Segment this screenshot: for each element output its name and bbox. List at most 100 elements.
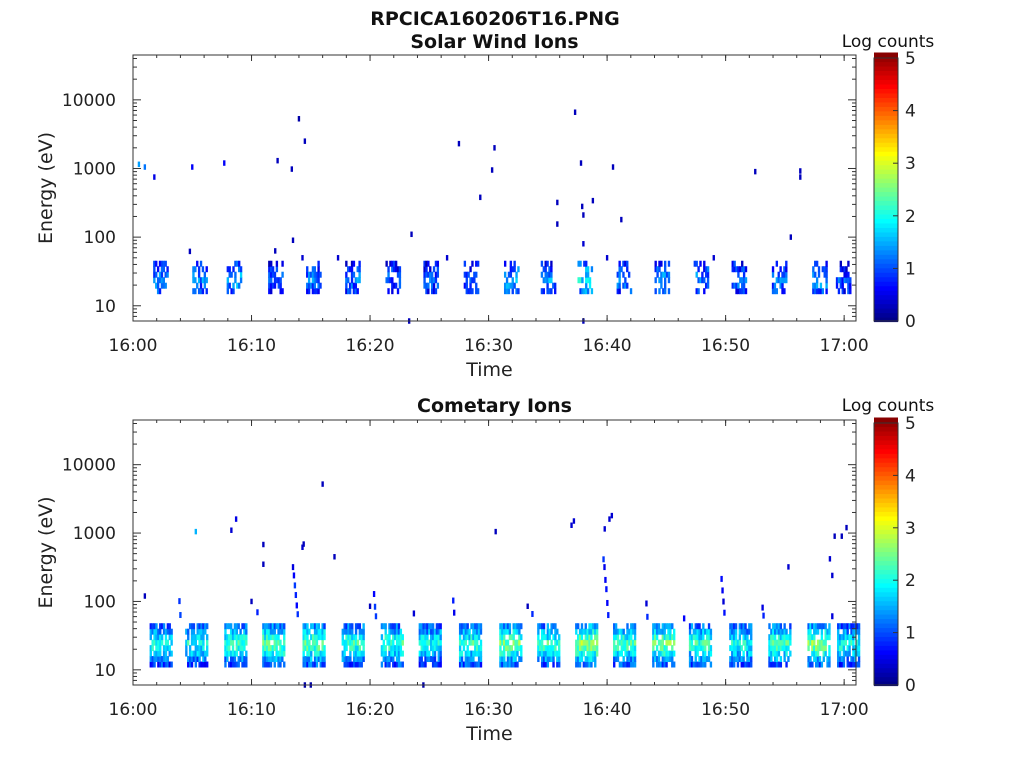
data-cell xyxy=(831,613,834,620)
data-cell xyxy=(155,634,158,641)
data-cell xyxy=(228,623,231,630)
data-cell xyxy=(432,277,436,284)
data-cell xyxy=(590,656,593,663)
data-cell xyxy=(696,661,699,668)
data-cell xyxy=(435,645,439,652)
data-cell xyxy=(159,634,162,641)
data-cell xyxy=(157,645,160,652)
data-cell xyxy=(811,623,814,630)
data-cell xyxy=(166,639,170,646)
data-cell xyxy=(270,288,273,295)
data-cell xyxy=(750,661,753,668)
data-cell xyxy=(347,639,350,646)
data-cell xyxy=(200,650,203,657)
data-cell xyxy=(750,645,753,652)
colorbar-segment xyxy=(874,272,898,278)
data-cell xyxy=(418,656,422,663)
data-cell xyxy=(439,650,442,657)
data-cell xyxy=(429,271,432,278)
data-cell xyxy=(578,634,582,641)
data-cell xyxy=(777,639,781,646)
data-cell xyxy=(267,650,271,657)
data-cell xyxy=(229,628,233,635)
data-cell xyxy=(158,271,162,278)
data-cell xyxy=(471,260,474,267)
colorbar-segment xyxy=(874,497,898,503)
data-cell xyxy=(503,645,506,652)
data-cell xyxy=(620,634,623,641)
data-cell xyxy=(356,661,360,668)
colorbar-segment xyxy=(874,430,898,436)
data-cell xyxy=(820,634,824,641)
data-cell xyxy=(542,628,546,635)
data-cell xyxy=(746,639,749,646)
data-cell xyxy=(844,628,847,635)
data-cell xyxy=(814,661,818,668)
data-cell xyxy=(837,650,840,657)
data-cell xyxy=(626,639,629,646)
data-cell xyxy=(606,599,609,606)
data-cell xyxy=(817,266,821,273)
data-cell xyxy=(420,650,423,657)
data-cell xyxy=(188,661,192,668)
data-cell xyxy=(705,639,709,646)
data-cell xyxy=(164,271,167,278)
data-cell xyxy=(277,634,280,641)
data-cell xyxy=(239,634,242,641)
data-cell xyxy=(345,645,348,652)
data-cell xyxy=(750,650,753,657)
data-cell xyxy=(582,628,586,635)
data-cell xyxy=(265,650,269,657)
data-cell xyxy=(345,634,348,641)
data-cell xyxy=(824,628,827,635)
data-cell xyxy=(433,634,437,641)
data-cell xyxy=(578,645,582,652)
data-cell xyxy=(610,512,614,519)
colorbar-segment xyxy=(874,231,898,237)
data-cell xyxy=(656,266,659,273)
data-cell xyxy=(746,656,749,663)
data-cell xyxy=(704,661,707,668)
data-cell xyxy=(652,634,655,641)
data-cell xyxy=(423,266,426,273)
data-cell xyxy=(345,639,348,646)
data-cell xyxy=(302,634,305,641)
data-cell xyxy=(515,271,518,278)
data-cell xyxy=(200,645,203,652)
data-cell xyxy=(659,650,663,657)
data-cell xyxy=(226,277,230,284)
data-cell xyxy=(412,610,416,617)
data-cell xyxy=(393,628,397,635)
data-cell xyxy=(354,628,358,635)
data-cell xyxy=(190,661,194,668)
data-cell xyxy=(511,288,514,295)
data-cell xyxy=(317,645,321,652)
colorbar-segment xyxy=(874,421,898,428)
data-cell xyxy=(178,598,181,605)
data-cell xyxy=(202,639,205,646)
data-cell xyxy=(164,656,168,663)
data-cell xyxy=(768,656,771,663)
colorbar-segment xyxy=(874,267,898,273)
data-cell xyxy=(771,266,775,273)
data-cell xyxy=(235,639,239,646)
data-cell xyxy=(578,639,582,646)
data-cell xyxy=(692,661,696,668)
data-cell xyxy=(731,656,734,663)
data-cell xyxy=(224,634,227,641)
data-cell xyxy=(704,656,707,663)
data-cell xyxy=(707,656,711,663)
data-cell xyxy=(264,661,267,668)
data-cell xyxy=(401,650,404,657)
data-cell xyxy=(512,656,515,663)
data-cell xyxy=(626,282,629,289)
data-cell xyxy=(311,639,315,646)
data-cell xyxy=(345,288,348,295)
data-cell xyxy=(233,634,237,641)
data-cell xyxy=(846,634,849,641)
data-cell xyxy=(580,639,584,646)
data-cell xyxy=(672,639,676,646)
data-cell xyxy=(618,288,621,295)
data-cell xyxy=(742,288,746,295)
data-cell xyxy=(170,639,173,646)
